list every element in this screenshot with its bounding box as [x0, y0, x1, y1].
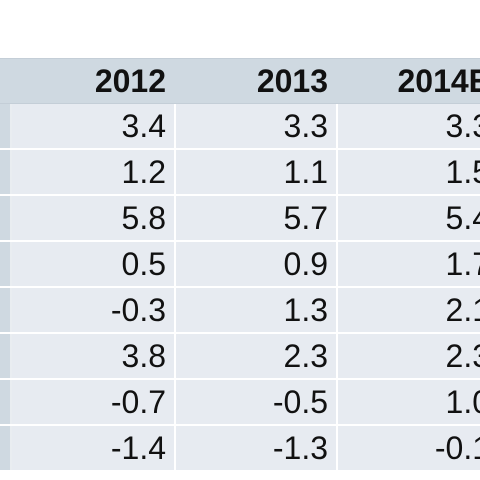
table-row: 5.8 5.7 5.4	[0, 196, 480, 240]
table-cell[interactable]: -0.5	[176, 380, 336, 424]
column-header-2013[interactable]: 2013	[256, 63, 328, 99]
table-row: 1.2 1.1 1.5	[0, 150, 480, 194]
table-cell[interactable]: 2.1	[338, 288, 480, 332]
table-cell[interactable]: -0.7	[12, 380, 174, 424]
table-cell[interactable]: 0.5	[12, 242, 174, 286]
table-cell[interactable]: 2.3	[176, 334, 336, 378]
table-cell[interactable]: 5.4	[338, 196, 480, 240]
table-row: -0.3 1.3 2.1	[0, 288, 480, 332]
row-header-cell[interactable]	[0, 150, 12, 194]
table-cell[interactable]: -0.1	[338, 426, 480, 470]
table-row: 0.5 0.9 1.7	[0, 242, 480, 286]
table-cell[interactable]: 3.8	[12, 334, 174, 378]
table-row: -0.7 -0.5 1.0	[0, 380, 480, 424]
table-cell[interactable]: 3.3	[176, 104, 336, 148]
table-cell[interactable]: -1.4	[12, 426, 174, 470]
table-cell[interactable]: 1.3	[176, 288, 336, 332]
row-header-cell[interactable]	[0, 242, 12, 286]
table-cell[interactable]: 3.3	[338, 104, 480, 148]
row-header-cell[interactable]	[0, 426, 12, 470]
column-header-2012[interactable]: 2012	[94, 63, 166, 99]
row-header-cell[interactable]	[0, 380, 12, 424]
table-header-row: 2012 2013 2014E	[0, 58, 480, 104]
table-cell[interactable]: -0.3	[12, 288, 174, 332]
table-cell[interactable]: 1.1	[176, 150, 336, 194]
table-cell[interactable]: 5.7	[176, 196, 336, 240]
table-row: -1.4 -1.3 -0.1	[0, 426, 480, 470]
table-cell[interactable]: 1.5	[338, 150, 480, 194]
table-cell[interactable]: 3.4	[12, 104, 174, 148]
table-body: 3.4 3.3 3.3 1.2 1.1 1.5 5.8 5.7 5.4 0.5 …	[0, 104, 480, 472]
table-cell[interactable]: 2.3	[338, 334, 480, 378]
row-header-cell[interactable]	[0, 334, 12, 378]
table-cell[interactable]: 1.0	[338, 380, 480, 424]
table-cell[interactable]: 5.8	[12, 196, 174, 240]
table-cell[interactable]: 1.2	[12, 150, 174, 194]
table-cell[interactable]: 1.7	[338, 242, 480, 286]
table-cell[interactable]: 0.9	[176, 242, 336, 286]
row-header-cell[interactable]	[0, 196, 12, 240]
table-row: 3.8 2.3 2.3	[0, 334, 480, 378]
column-header-2014e[interactable]: 2014E	[397, 63, 480, 99]
table-cell[interactable]: -1.3	[176, 426, 336, 470]
row-header-cell[interactable]	[0, 104, 12, 148]
table-row: 3.4 3.3 3.3	[0, 104, 480, 148]
row-header-cell[interactable]	[0, 288, 12, 332]
